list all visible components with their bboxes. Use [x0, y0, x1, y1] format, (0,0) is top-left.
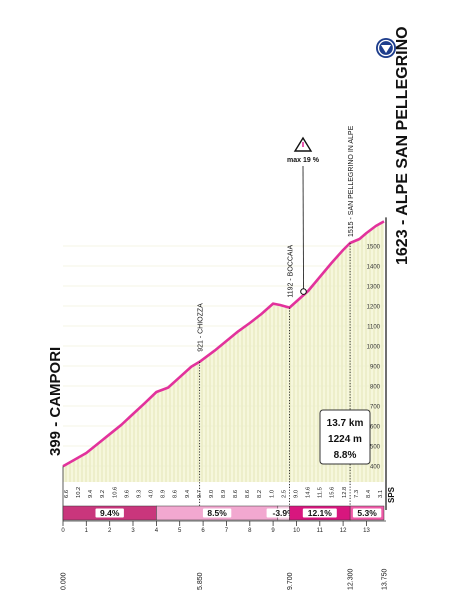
altitude-tick-label: 400 — [370, 465, 381, 471]
km-tick-label: 11 — [317, 528, 324, 534]
per-km-gradient-label: 10.2 — [76, 487, 82, 498]
per-km-gradient-label: 9.4 — [185, 489, 191, 498]
gradient-sector-label: 9.4% — [100, 508, 120, 518]
sps-label: SPS — [387, 486, 396, 503]
per-km-gradient-label: 8.2 — [257, 490, 263, 498]
warning-triangle-icon — [293, 136, 313, 152]
start-label: 399 - CAMPORI — [47, 347, 64, 456]
waypoint-label: 1515 - SAN PELLEGRINO IN ALPE — [348, 125, 355, 237]
altitude-tick-label: 1300 — [367, 285, 381, 291]
per-km-gradient-label: 8.6 — [245, 490, 251, 498]
per-km-gradient-label: 8.9 — [161, 490, 167, 498]
per-km-gradient-label: 10.6 — [112, 487, 118, 498]
gradient-sector-label-bg — [302, 508, 337, 518]
profile-line — [62, 220, 385, 468]
per-km-gradient-label: 6.6 — [64, 490, 70, 498]
km-tick-label: 4 — [155, 528, 159, 534]
per-km-gradient-label: 2.5 — [281, 490, 287, 498]
per-km-gradient-label: 1.0 — [269, 490, 275, 498]
km-tick-label: 8 — [248, 528, 252, 534]
km-tick-label: 1 — [85, 528, 89, 534]
km-tick-label: 7 — [225, 528, 229, 534]
altitude-tick-label: 1000 — [367, 345, 381, 351]
altitude-tick-label: 1100 — [367, 325, 381, 331]
per-km-gradient-label: 8.4 — [366, 489, 372, 498]
per-km-gradient-label: 3.1 — [378, 490, 384, 498]
per-km-gradient-label: 9.4 — [88, 489, 94, 498]
altitude-tick-label: 900 — [370, 365, 381, 371]
distance-label: 9.700 — [287, 572, 294, 590]
climb-finish-badge-icon — [376, 38, 396, 58]
max-gradient-label: max 19 % — [287, 157, 320, 164]
per-km-gradient-label: 8.6 — [233, 490, 239, 498]
km-tick-label: 10 — [293, 528, 300, 534]
per-km-gradient-label: 8.9 — [221, 490, 227, 498]
profile-area — [63, 221, 384, 482]
gradient-sector-label: 12.1% — [308, 508, 333, 518]
gradient-sector-label-bg — [95, 508, 124, 518]
altitude-tick-label: 1200 — [367, 305, 381, 311]
gradient-sector-label: 8.5% — [207, 508, 227, 518]
per-km-gradient-label: 7.3 — [354, 490, 360, 498]
km-tick-label: 9 — [271, 528, 275, 534]
distance-label: 13.750 — [382, 568, 389, 590]
altitude-tick-label: 800 — [370, 385, 381, 391]
gradient-sector-label: 5.3% — [357, 508, 377, 518]
summary-length: 13.7 km — [327, 418, 364, 429]
max-gradient-marker: max 19 % — [287, 136, 320, 295]
altitude-tick-label: 700 — [370, 405, 381, 411]
distance-label: 0.000 — [61, 572, 68, 590]
climb-summary-box: 13.7 km 1224 m 8.8% — [319, 409, 371, 465]
distance-label: 12.300 — [348, 568, 355, 590]
waypoint-label: 1192 - BOCCAIA — [288, 244, 295, 297]
gradient-sector-label-bg — [202, 508, 232, 518]
km-tick-label: 13 — [363, 528, 370, 534]
km-tick-label: 5 — [178, 528, 182, 534]
gradient-sector-label-bg — [352, 508, 382, 518]
per-km-gradient-label: 8.6 — [173, 490, 179, 498]
altitude-tick-label: 500 — [370, 445, 381, 451]
per-km-gradient-label: 9.0 — [209, 490, 215, 498]
gradient-sector-label: -3.9% — [272, 508, 295, 518]
km-tick-label: 6 — [201, 528, 205, 534]
per-km-gradient-label: 9.7 — [197, 490, 203, 498]
per-km-gradient-label: 9.6 — [124, 490, 130, 498]
per-km-gradient-label: 12.8 — [342, 487, 348, 498]
finish-label: 1623 - ALPE SAN PELLEGRINO — [394, 26, 411, 265]
per-km-gradient-label: 11.5 — [318, 487, 324, 498]
km-tick-label: 0 — [61, 528, 65, 534]
altitude-tick-label: 600 — [370, 425, 381, 431]
km-tick-label: 12 — [340, 528, 347, 534]
altitude-tick-label: 1500 — [367, 245, 381, 251]
km-tick-label: 3 — [131, 528, 135, 534]
per-km-gradient-label: 9.0 — [294, 490, 300, 498]
altitude-tick-label: 1400 — [367, 265, 381, 271]
summary-gain: 1224 m — [328, 434, 362, 445]
waypoint-label: 921 - CHIOZZA — [198, 303, 205, 352]
per-km-gradient-label: 9.3 — [137, 490, 143, 498]
per-km-gradient-label: 9.2 — [100, 490, 106, 498]
distance-label: 5.850 — [197, 572, 204, 590]
km-tick-label: 2 — [108, 528, 112, 534]
per-km-gradient-label: 4.0 — [149, 490, 155, 498]
per-km-gradient-label: 14.6 — [306, 487, 312, 498]
summary-avg-gradient: 8.8% — [334, 450, 357, 461]
per-km-gradient-label: 15.6 — [330, 487, 336, 498]
